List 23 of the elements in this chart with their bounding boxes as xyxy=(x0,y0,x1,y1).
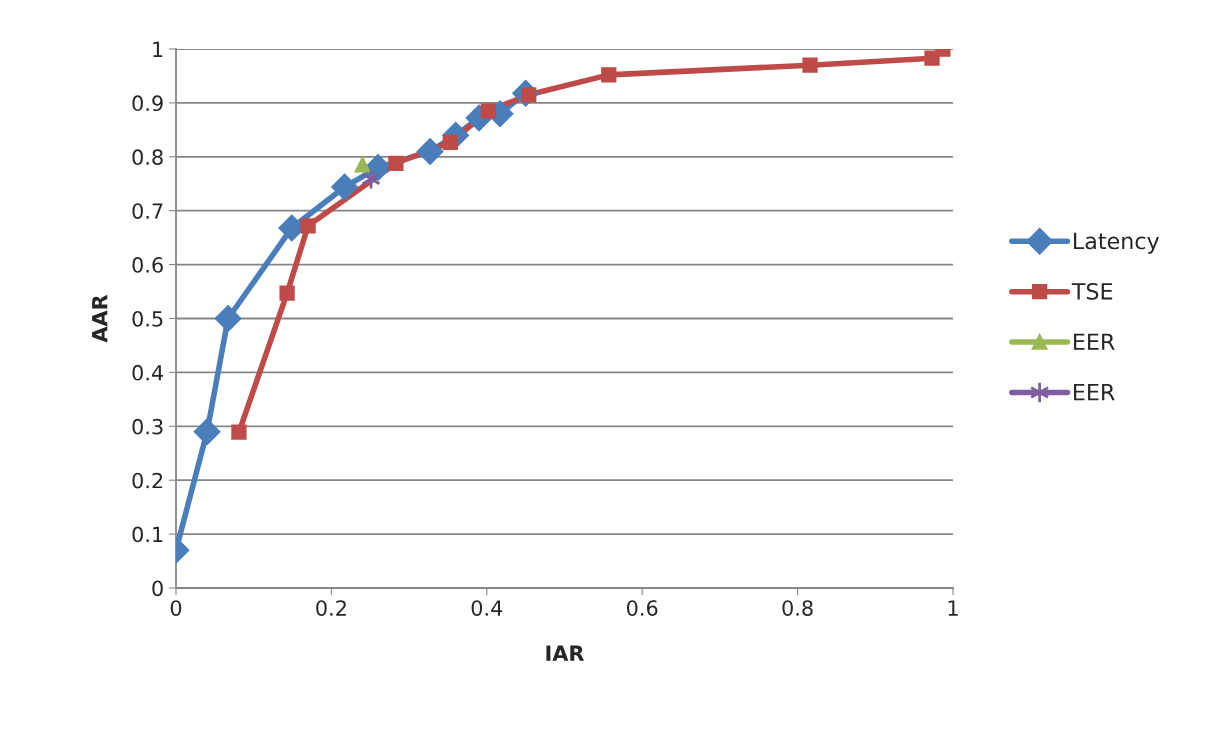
y-tick-label: 0.1 xyxy=(132,526,163,543)
y-tick-label: 1 xyxy=(153,41,163,57)
x-tick-label: 0.4 xyxy=(471,600,503,616)
x-axis-title: IAR xyxy=(546,645,585,661)
y-tick-label: 0.8 xyxy=(132,149,163,166)
y-tick-label: 0.2 xyxy=(132,472,163,489)
y-tick-label: 0 xyxy=(152,580,163,597)
y-tick-label: 0.3 xyxy=(132,418,163,435)
y-tick-label: 0.6 xyxy=(132,257,163,273)
y-tick-label: 0.9 xyxy=(132,95,163,112)
x-tick-label: 0.2 xyxy=(316,600,346,616)
x-tick-label: 0.8 xyxy=(782,600,813,616)
legend-label: EER xyxy=(1074,333,1115,350)
legend-label: EER xyxy=(1074,384,1115,401)
legend-label: TSE xyxy=(1071,282,1113,300)
y-tick-label: 0.4 xyxy=(132,364,164,381)
y-axis-title: AAR xyxy=(92,294,108,343)
y-tick-label: 0.7 xyxy=(132,203,163,219)
legend-label: Latency xyxy=(1074,232,1160,254)
y-tick-label: 0.5 xyxy=(132,310,163,327)
x-tick-label: 1 xyxy=(948,600,958,616)
x-tick-label: 0 xyxy=(170,600,182,616)
x-tick-label: 0.6 xyxy=(627,600,658,616)
